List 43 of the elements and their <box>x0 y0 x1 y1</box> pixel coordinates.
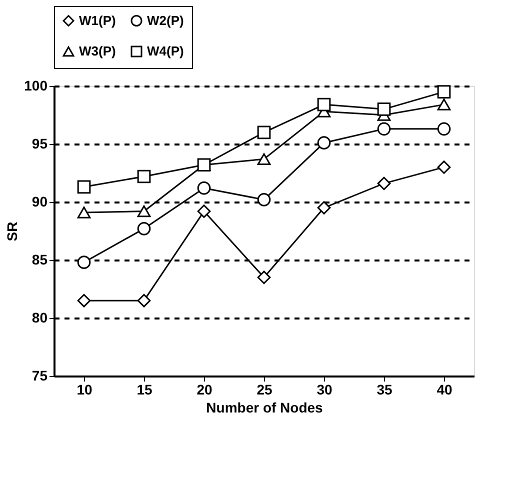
point <box>377 176 391 190</box>
point <box>317 136 331 150</box>
y-tick-label: 80 <box>32 310 48 326</box>
x-tick-label: 40 <box>436 382 452 398</box>
x-tick-label: 15 <box>136 382 152 398</box>
point <box>137 205 151 218</box>
legend-label: W2(P) <box>147 12 184 28</box>
y-axis-title: SR <box>4 222 20 242</box>
point <box>317 98 331 112</box>
point <box>77 294 91 308</box>
point <box>437 122 451 136</box>
y-tick-label: 85 <box>32 252 48 268</box>
y-tick-label: 95 <box>32 136 48 152</box>
point <box>317 201 331 214</box>
x-tick-label: 20 <box>196 382 212 398</box>
x-axis-title: Number of Nodes <box>206 400 324 416</box>
point <box>257 270 271 284</box>
y-tick-label: 75 <box>32 368 48 384</box>
point <box>77 180 91 194</box>
legend-label: W1(P) <box>79 12 116 28</box>
point <box>437 160 451 174</box>
x-tick-label: 30 <box>316 382 332 398</box>
point <box>137 170 151 184</box>
point <box>77 256 91 269</box>
point <box>257 153 271 165</box>
point <box>137 294 151 308</box>
point <box>77 206 91 218</box>
point <box>437 85 451 98</box>
legend-label: W4(P) <box>147 44 184 58</box>
point <box>377 122 391 136</box>
y-tick-label: 90 <box>32 194 48 210</box>
point <box>377 102 391 116</box>
x-tick-label: 10 <box>76 382 92 398</box>
legend-label: W3(P) <box>79 44 116 58</box>
point <box>437 98 451 110</box>
point <box>137 222 151 236</box>
point <box>197 181 211 195</box>
point <box>197 204 211 218</box>
point <box>257 126 271 140</box>
point <box>257 193 271 206</box>
y-tick-label: 100 <box>24 78 48 94</box>
x-tick-label: 35 <box>376 382 392 398</box>
x-tick-label: 25 <box>256 382 272 398</box>
